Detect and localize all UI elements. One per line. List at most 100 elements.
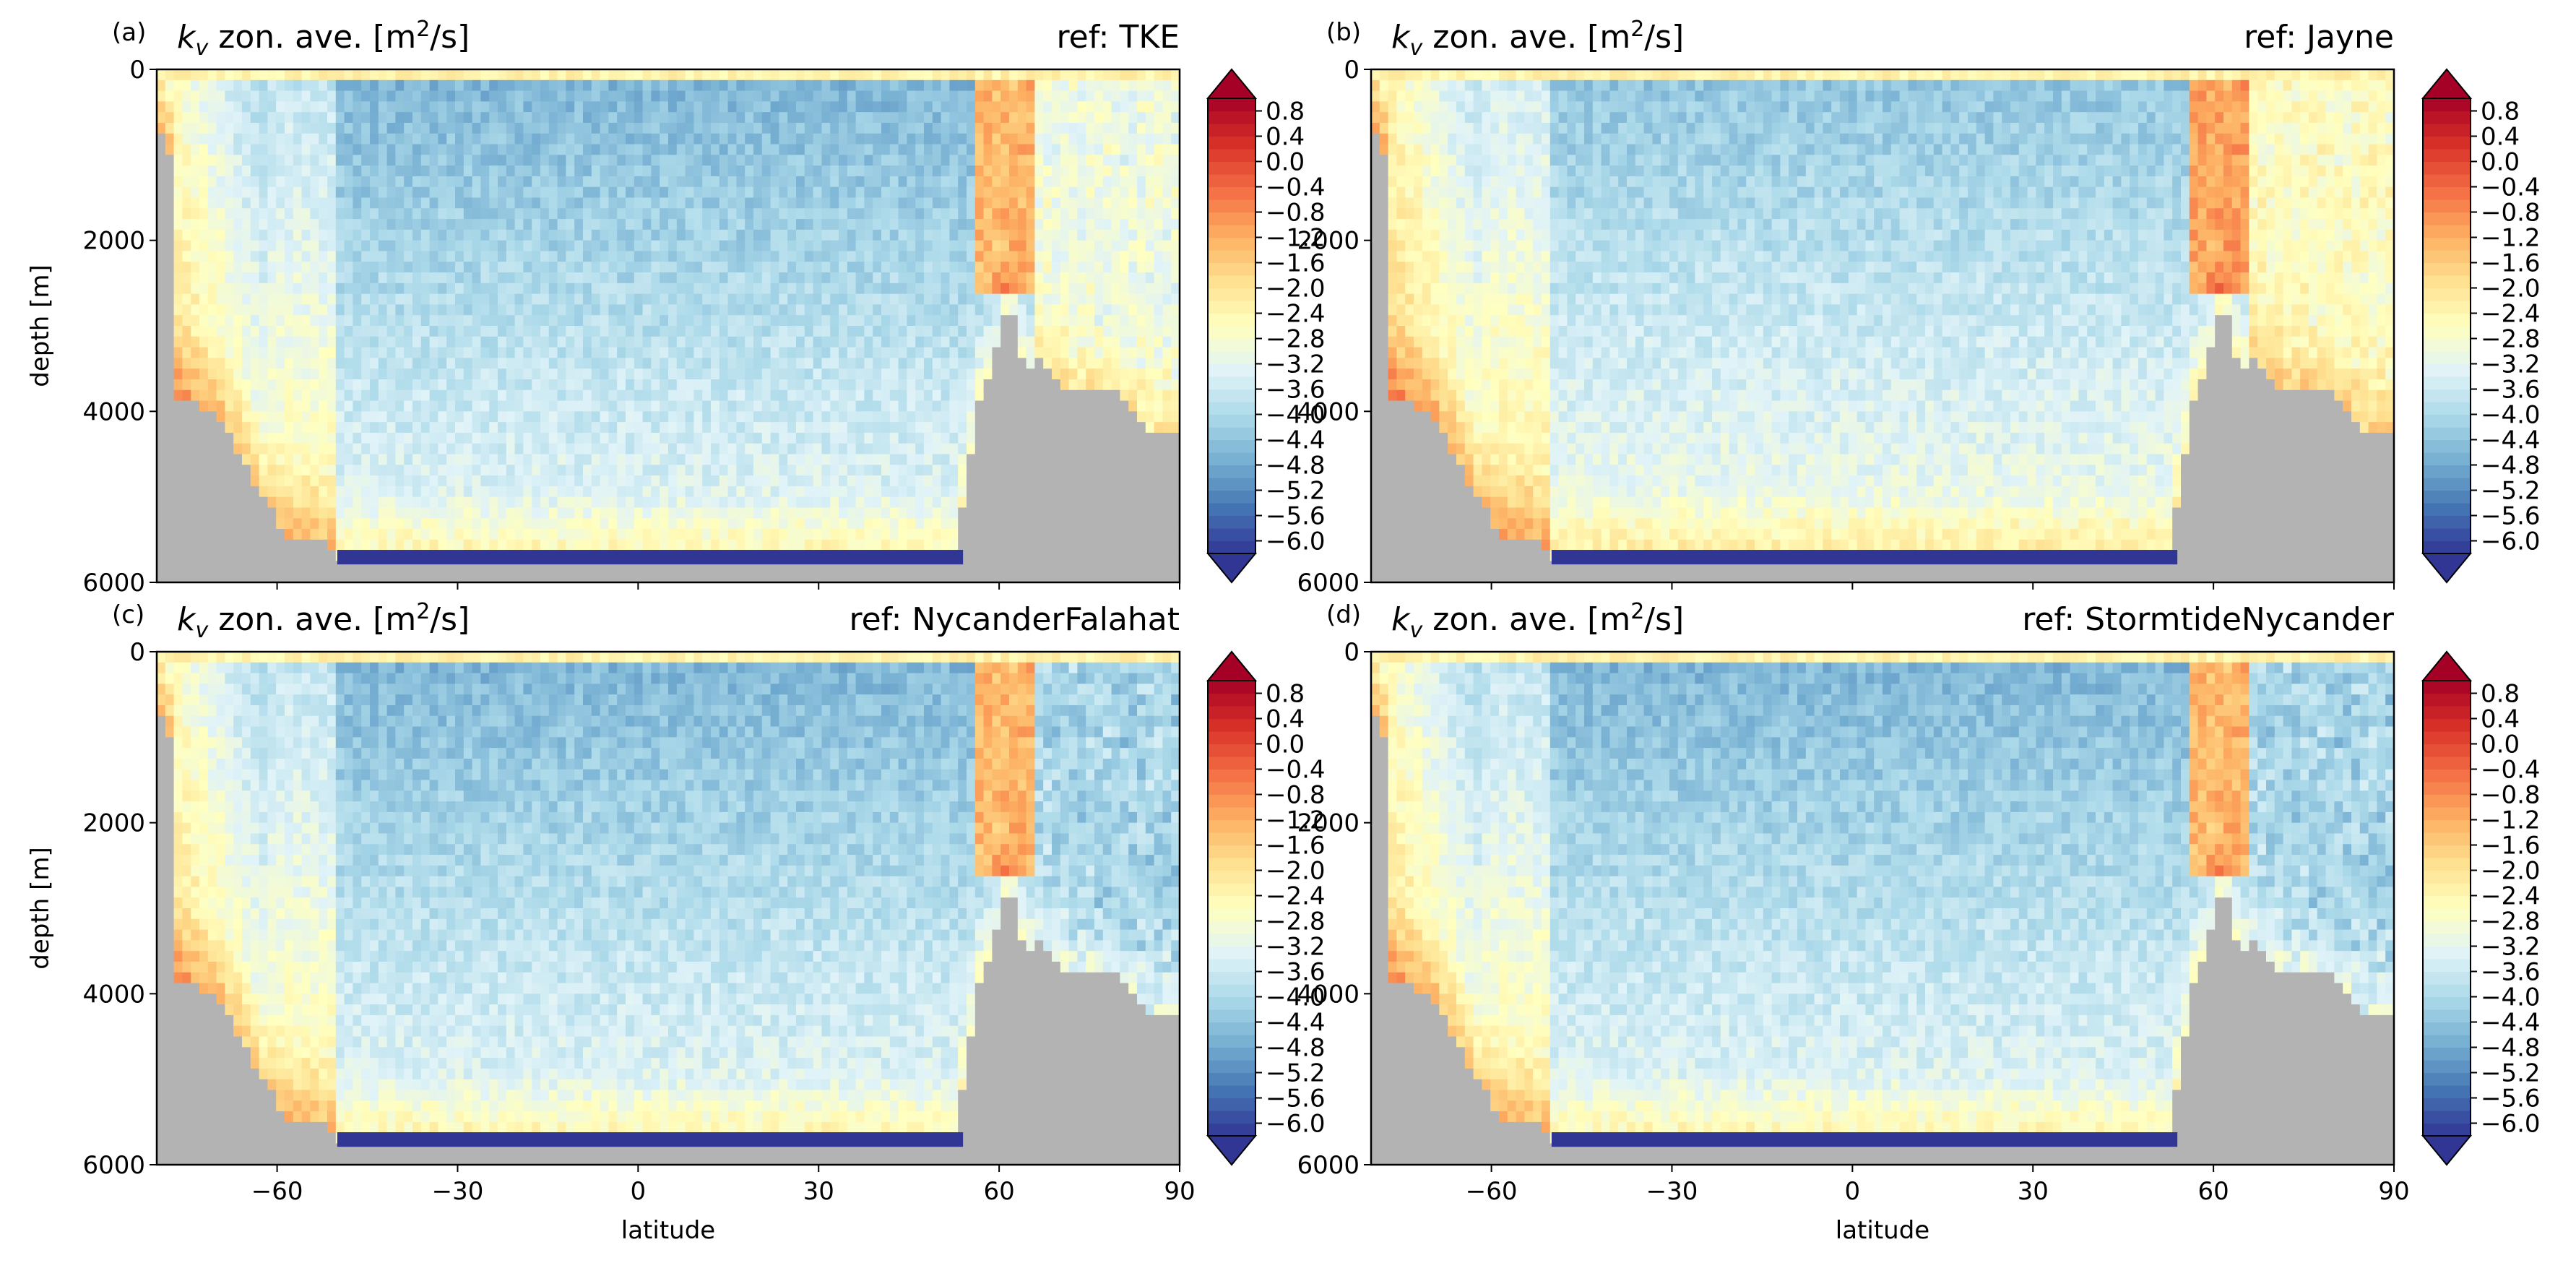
colorbar-tick-label: −1.6: [2481, 249, 2541, 278]
colorbar-frame: [1207, 680, 1256, 1137]
title-left: kv zon. ave. [m2/s]: [177, 17, 470, 61]
colorbar-tick-label: −4.0: [2481, 983, 2541, 1012]
colorbar-extend-min: [2421, 1135, 2473, 1166]
panel-a: 0 2000 4000 6000 depth [m] (a) kv zon. ave. [m…: [26, 17, 1326, 598]
colorbar-tick-label: −4.4: [1266, 1009, 1326, 1038]
colorbar-frame: [2422, 98, 2471, 554]
colorbar-tick-label: −1.6: [1266, 249, 1326, 278]
y-tick-label: 0: [129, 638, 145, 667]
colorbar-tick-label: −3.6: [1266, 958, 1326, 987]
y-tick-label: 6000: [82, 569, 145, 598]
colorbar-tick-label: −3.2: [2481, 933, 2541, 962]
colorbar-tick-label: −5.6: [2481, 1085, 2541, 1113]
colorbar-tick-label: −1.6: [2481, 832, 2541, 861]
x-tick-label: −30: [1646, 1177, 1698, 1206]
title-right: ref: TKE: [1057, 19, 1180, 56]
colorbar-tick-label: −2.8: [2481, 908, 2541, 936]
colorbar: 0.80.40.0−0.4−0.8−1.2−1.6−2.0−2.4−2.8−3.…: [1206, 650, 1326, 1166]
y-tick-label: 4000: [82, 397, 145, 426]
colorbar-tick-label: −3.6: [2481, 958, 2541, 987]
bottom-band: [337, 1132, 964, 1147]
x-axis-label: latitude: [621, 1216, 715, 1245]
colorbar-tick-label: 0.8: [1266, 98, 1305, 126]
colorbar-tick-label: −1.2: [2481, 806, 2541, 835]
x-tick-label: 30: [2018, 1177, 2049, 1206]
colorbar-tick-label: −0.8: [1266, 199, 1326, 228]
y-tick-label: 6000: [82, 1151, 145, 1180]
colorbar-tick-label: −5.2: [1266, 477, 1326, 506]
x-tick-label: 90: [1164, 1177, 1195, 1206]
x-tick-label: 90: [2378, 1177, 2409, 1206]
colorbar-tick-label: −4.0: [1266, 401, 1326, 430]
colorbar-tick-label: −6.0: [1266, 527, 1326, 556]
colorbar-tick-label: 0.0: [2481, 730, 2520, 759]
y-axis-label: depth [m]: [26, 847, 55, 969]
colorbar-tick-label: 0.8: [2481, 98, 2520, 126]
colorbar-tick-label: −3.2: [2481, 350, 2541, 379]
colorbar-tick-label: −0.8: [2481, 199, 2541, 228]
title-left: kv zon. ave. [m2/s]: [1391, 599, 1684, 643]
heatmap-cells: [157, 69, 1180, 583]
colorbar-extend-max: [2421, 650, 2473, 681]
y-tick-label: 2000: [82, 809, 145, 838]
panel-d: 0 2000 4000 6000 −60 −30 0 30 60 90 latitude (d) kv …: [1297, 599, 2540, 1245]
title-right: ref: Jayne: [2244, 19, 2394, 56]
colorbar-tick-label: −2.0: [1266, 857, 1326, 886]
y-tick-label: 6000: [1297, 1151, 1360, 1180]
title-left: kv zon. ave. [m2/s]: [177, 599, 470, 643]
colorbar-tick-label: −5.6: [2481, 502, 2541, 531]
colorbar-tick-label: −2.8: [1266, 325, 1326, 354]
colorbar-tick-label: −4.0: [1266, 983, 1326, 1012]
y-tick-label: 0: [1344, 56, 1360, 85]
bottom-band: [1551, 550, 2178, 565]
colorbar-tick-label: −0.4: [2481, 173, 2541, 202]
colorbar-tick-label: −2.8: [1266, 908, 1326, 936]
colorbar-tick-label: −4.4: [1266, 426, 1326, 455]
colorbar-extend-max: [1206, 68, 1258, 99]
heatmap-cells: [157, 652, 1180, 1165]
colorbar-extend-max: [1206, 650, 1258, 681]
colorbar-tick-label: −3.6: [1266, 376, 1326, 405]
colorbar-tick-label: −5.2: [2481, 1059, 2541, 1088]
colorbar-tick-label: −5.6: [1266, 502, 1326, 531]
axes-frame: [1370, 68, 2395, 584]
colorbar-tick-label: −4.8: [1266, 452, 1326, 480]
colorbar-tick-label: 0.4: [2481, 123, 2520, 152]
colorbar-tick-label: −1.2: [1266, 224, 1326, 253]
colorbar-tick-label: −3.2: [1266, 933, 1326, 962]
colorbar-extend-min: [1206, 553, 1258, 584]
colorbar-tick-label: −2.4: [2481, 882, 2541, 911]
colorbar-tick-label: −0.4: [1266, 756, 1326, 785]
panel-label: (a): [112, 18, 146, 47]
colorbar-tick-label: −2.4: [2481, 300, 2541, 329]
heatmap-cells: [1371, 652, 2395, 1165]
y-tick-label: 2000: [1297, 809, 1360, 838]
y-tick-label: 0: [129, 56, 145, 85]
panel-b: 0 2000 4000 6000 (b) kv zon. ave. [m2/s] ref: …: [1297, 17, 2540, 598]
bottom-band: [1551, 1132, 2178, 1147]
colorbar-tick-label: 0.0: [1266, 730, 1305, 759]
y-tick-label: 2000: [1297, 227, 1360, 256]
heatmap-cells: [1371, 69, 2395, 583]
colorbar-extend-max: [2421, 68, 2473, 99]
colorbar-tick-label: −5.6: [1266, 1085, 1326, 1113]
x-tick-label: −30: [432, 1177, 484, 1206]
x-tick-label: 30: [803, 1177, 834, 1206]
colorbar-tick-label: 0.4: [1266, 705, 1305, 734]
colorbar-tick-label: 0.8: [1266, 680, 1305, 709]
y-tick-label: 4000: [82, 980, 145, 1009]
panel-label: (b): [1326, 18, 1361, 47]
colorbar-tick-label: −4.8: [1266, 1034, 1326, 1063]
colorbar-tick-label: −6.0: [1266, 1110, 1326, 1139]
colorbar-tick-label: −5.2: [1266, 1059, 1326, 1088]
bottom-band: [337, 550, 964, 565]
colorbar-extend-min: [2421, 553, 2473, 584]
panel-label: (c): [112, 600, 144, 629]
panel-c: 0 2000 4000 6000 −60 −30 0 30 60 90 depth [m] latit…: [26, 599, 1326, 1245]
colorbar-tick-label: −6.0: [2481, 527, 2541, 556]
colorbar-tick-label: −4.8: [2481, 452, 2541, 480]
x-tick-label: −60: [1466, 1177, 1518, 1206]
colorbar-tick-label: −2.8: [2481, 325, 2541, 354]
colorbar-tick-label: 0.8: [2481, 680, 2520, 709]
colorbar-tick-label: −4.0: [2481, 401, 2541, 430]
